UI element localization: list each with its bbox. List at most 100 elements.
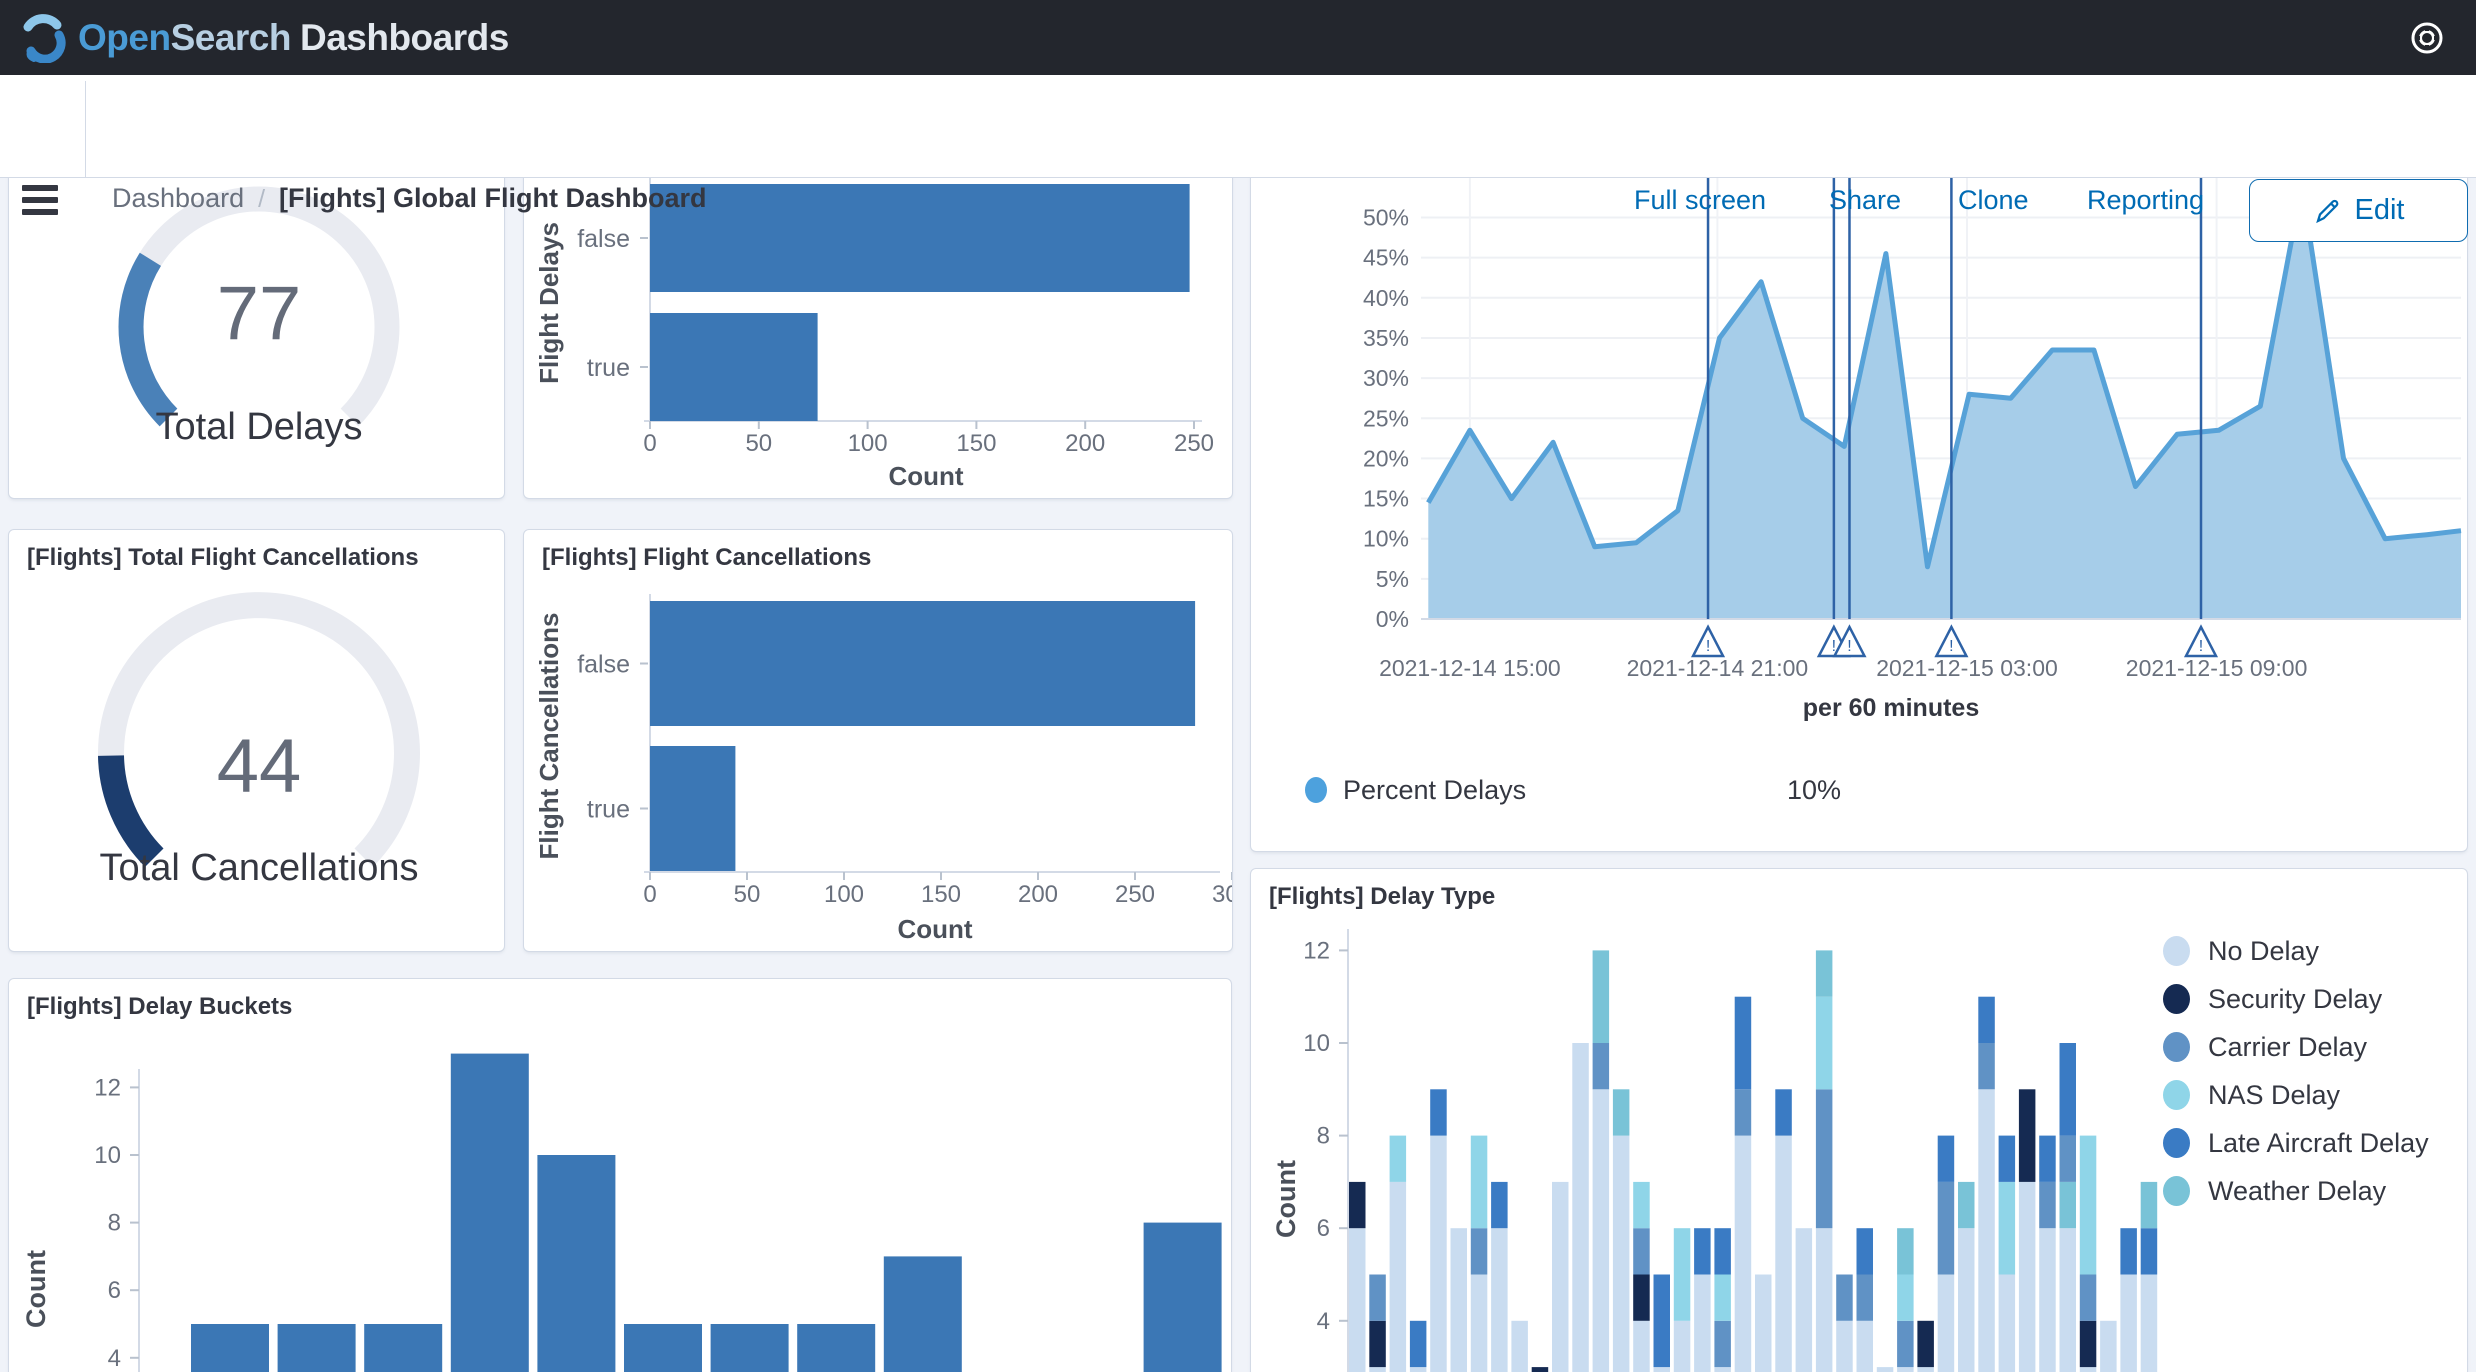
svg-text:true: true — [587, 796, 630, 824]
legend-item-carrier-delay[interactable]: Carrier Delay — [2163, 1023, 2429, 1071]
clone-button[interactable]: Clone — [1958, 185, 2029, 215]
svg-text:!: ! — [1949, 638, 1953, 655]
header-divider — [85, 81, 86, 177]
svg-text:150: 150 — [956, 430, 996, 457]
panel-flight-delays: 0 50 100 150 200 250 false true Count Flight Dela… — [523, 148, 1233, 499]
panel-total-delays: 77 Total Delays — [8, 148, 505, 499]
svg-text:250: 250 — [1174, 430, 1214, 457]
svg-text:50: 50 — [745, 430, 772, 457]
svg-text:!: ! — [1706, 638, 1710, 655]
svg-text:0: 0 — [643, 430, 656, 457]
opensearch-swirl-logo — [23, 13, 66, 63]
percent-delays-legend-label[interactable]: Percent Delays — [1343, 775, 1527, 805]
legend-item-weather-delay[interactable]: Weather Delay — [2163, 1167, 2429, 1215]
svg-text:6: 6 — [108, 1277, 121, 1304]
panel-title: [Flights] Total Flight Cancellations — [27, 544, 419, 571]
hamburger-menu-icon[interactable] — [22, 185, 58, 215]
legend-label: Carrier Delay — [2208, 1031, 2368, 1062]
svg-text:Count: Count — [1271, 1160, 1301, 1238]
full-screen-button[interactable]: Full screen — [1634, 185, 1767, 215]
svg-text:Count: Count — [888, 461, 963, 491]
svg-text:0: 0 — [643, 881, 656, 908]
svg-text:12: 12 — [94, 1074, 121, 1101]
svg-text:4: 4 — [108, 1345, 121, 1372]
total-delays-gauge[interactable]: 77 Total Delays — [9, 149, 504, 498]
svg-text:300: 300 — [1212, 881, 1233, 908]
svg-text:12: 12 — [1303, 937, 1330, 964]
svg-text:Count: Count — [21, 1250, 51, 1328]
svg-text:50%: 50% — [1363, 205, 1409, 231]
svg-text:2021-12-15 03:00: 2021-12-15 03:00 — [1876, 655, 2058, 681]
delay-type-legend: No Delay Security Delay Carrier Delay NA… — [2163, 927, 2429, 1215]
svg-text:Count: Count — [897, 914, 972, 944]
svg-text:45%: 45% — [1363, 245, 1409, 271]
svg-text:per 60 minutes: per 60 minutes — [1803, 694, 1979, 722]
legend-label: NAS Delay — [2208, 1079, 2341, 1110]
panel-delay-type: [Flights] Delay Type 12 10 8 6 4 Count No Del… — [1250, 868, 2468, 1372]
brand-dashboards: Dashboards — [299, 16, 509, 58]
dashboard-header: Dashboard / [Flights] Global Flight Dash… — [0, 75, 2476, 242]
svg-text:5%: 5% — [1376, 566, 1409, 592]
svg-text:200: 200 — [1018, 881, 1058, 908]
svg-text:30%: 30% — [1363, 365, 1409, 391]
panel-delay-buckets: [Flights] Delay Buckets 12 10 8 6 4 Count — [8, 978, 1232, 1372]
delay-buckets-bar-chart[interactable]: 12 10 8 6 4 Count — [9, 979, 1231, 1372]
svg-text:0%: 0% — [1376, 606, 1409, 632]
late-aircraft-delay-swatch — [2163, 1128, 2190, 1158]
percent-delays-legend-dot[interactable] — [1305, 777, 1327, 803]
panel-flight-cancellations: [Flights] Flight Cancellations 0 50 100 150… — [523, 529, 1233, 952]
page-title: [Flights] Global Flight Dashboard — [279, 183, 707, 213]
percent-delays-area-chart[interactable]: !!!!! 50% 45% 40% 35% 30% 25% 20% 15% 10% 5% 0% 2021… — [1251, 149, 2467, 851]
weather-delay-swatch — [2163, 1176, 2190, 1206]
pencil-icon — [2315, 199, 2338, 223]
brand-open: Open — [78, 16, 171, 58]
delay-type-stacked-bar-chart[interactable]: 12 10 8 6 4 Count — [1251, 869, 2467, 1372]
svg-text:2021-12-15 09:00: 2021-12-15 09:00 — [2126, 655, 2308, 681]
reporting-button[interactable]: Reporting — [2087, 185, 2205, 215]
legend-label: Weather Delay — [2208, 1175, 2387, 1206]
svg-text:150: 150 — [921, 881, 961, 908]
no-delay-swatch — [2163, 936, 2190, 966]
security-delay-swatch — [2163, 984, 2190, 1014]
percent-delays-legend-value: 10% — [1787, 775, 1842, 805]
flight-cancellations-bar-chart[interactable]: 0 50 100 150 200 250 300 false true Count Flight C… — [524, 530, 1233, 951]
svg-text:20%: 20% — [1363, 445, 1409, 471]
flight-delays-bar-chart[interactable]: 0 50 100 150 200 250 false true Count Flight Dela… — [524, 149, 1232, 498]
svg-text:200: 200 — [1065, 430, 1105, 457]
brand-search: Search — [170, 16, 292, 58]
legend-item-late-aircraft-delay[interactable]: Late Aircraft Delay — [2163, 1119, 2429, 1167]
svg-text:Flight Delays: Flight Delays — [534, 222, 564, 384]
svg-text:6: 6 — [1317, 1215, 1330, 1242]
legend-label: No Delay — [2208, 935, 2320, 966]
help-life-ring-icon[interactable] — [2408, 19, 2446, 57]
panel-title: [Flights] Delay Type — [1269, 883, 1496, 910]
svg-text:false: false — [577, 225, 630, 253]
breadcrumb-dashboard-link[interactable]: Dashboard — [112, 183, 245, 213]
legend-item-nas-delay[interactable]: NAS Delay — [2163, 1071, 2429, 1119]
panel-title: [Flights] Flight Cancellations — [542, 544, 872, 571]
svg-text:40%: 40% — [1363, 285, 1409, 311]
svg-text:100: 100 — [848, 430, 888, 457]
svg-text:8: 8 — [108, 1210, 121, 1237]
svg-text:44: 44 — [217, 724, 302, 809]
svg-text:15%: 15% — [1363, 486, 1409, 512]
panel-total-cancellations: [Flights] Total Flight Cancellations 44 T… — [8, 529, 505, 952]
opensearch-brand: Open Search Dashboards — [18, 13, 509, 63]
legend-item-security-delay[interactable]: Security Delay — [2163, 975, 2429, 1023]
svg-text:Total Cancellations: Total Cancellations — [100, 847, 419, 889]
total-cancellations-gauge[interactable]: 44 Total Cancellations — [9, 530, 504, 951]
svg-text:!: ! — [1832, 638, 1836, 655]
svg-text:!: ! — [2199, 638, 2203, 655]
breadcrumb: Dashboard / [Flights] Global Flight Dash… — [112, 183, 707, 214]
legend-item-no-delay[interactable]: No Delay — [2163, 927, 2429, 975]
svg-text:4: 4 — [1317, 1308, 1330, 1335]
svg-text:!: ! — [1847, 638, 1851, 655]
svg-text:77: 77 — [217, 271, 302, 356]
panel-delays-timeline: !!!!! 50% 45% 40% 35% 30% 25% 20% 15% 10% 5% 0% 2021… — [1250, 148, 2468, 852]
svg-text:Total Delays: Total Delays — [156, 406, 363, 448]
edit-button[interactable]: Edit — [2249, 179, 2468, 242]
svg-text:true: true — [587, 354, 630, 382]
nas-delay-swatch — [2163, 1080, 2190, 1110]
share-button[interactable]: Share — [1829, 185, 1902, 215]
